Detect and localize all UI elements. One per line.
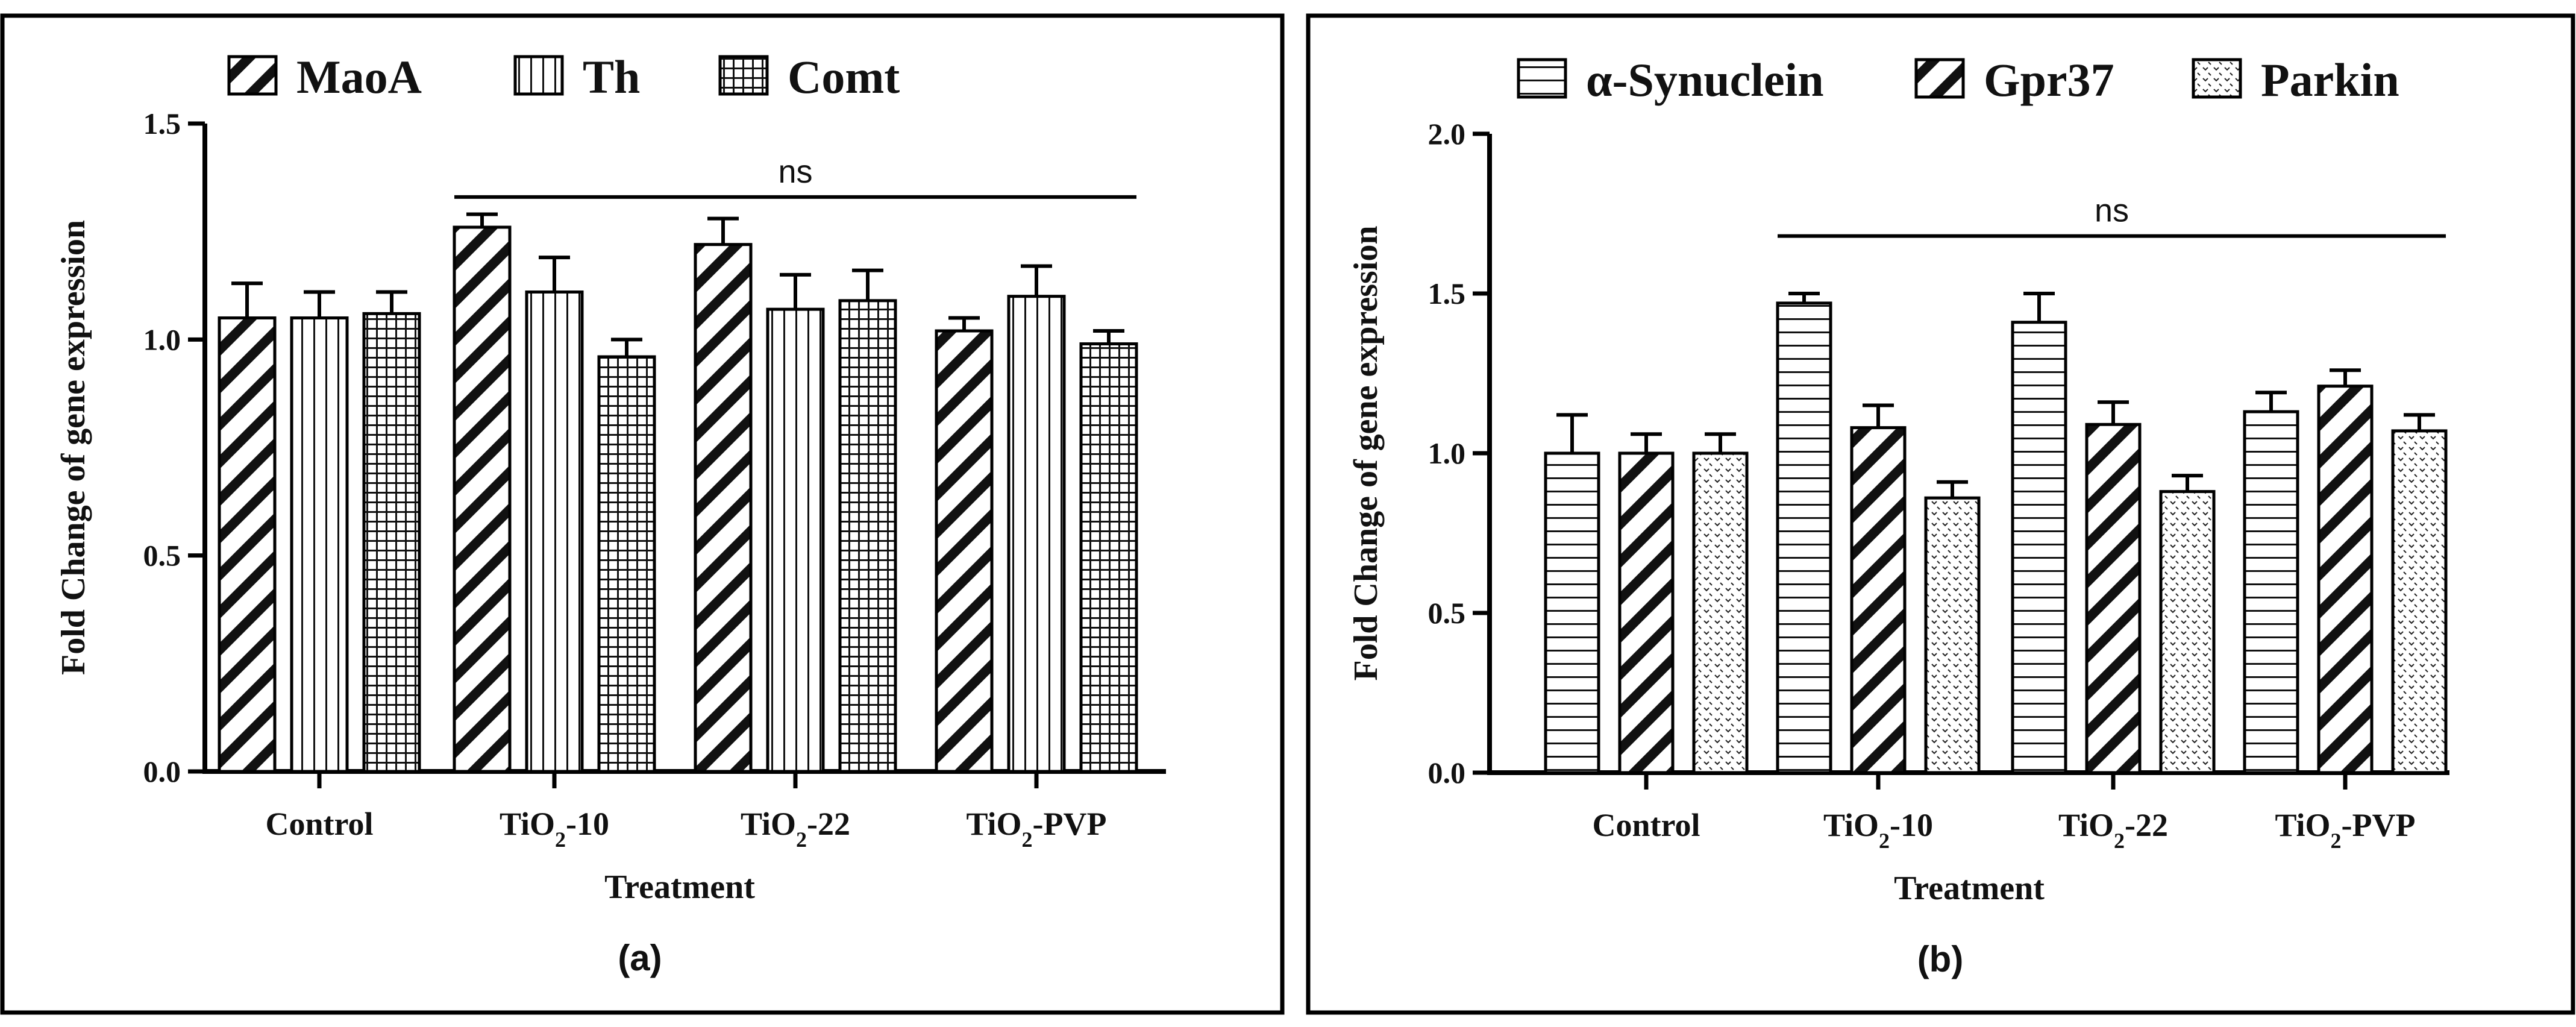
panel-b-frame <box>1306 13 2575 1015</box>
bar <box>935 329 994 773</box>
bar <box>1924 496 1981 774</box>
bar <box>766 307 825 773</box>
bar <box>2243 410 2299 774</box>
panel-label: (b) <box>1917 939 1964 979</box>
bar <box>1618 451 1675 774</box>
bar <box>597 355 656 773</box>
x-tick-label: TiO2-22 <box>741 806 850 852</box>
bar <box>362 312 421 773</box>
y-tick-label: 1.5 <box>1428 277 1466 310</box>
y-axis-title: Fold Change of gene expression <box>55 220 92 675</box>
significance-label: ns <box>2095 193 2129 229</box>
y-tick-label: 0.0 <box>1428 756 1466 790</box>
bar <box>1850 426 1907 774</box>
bar <box>525 291 584 773</box>
legend-swatch <box>718 55 769 96</box>
y-tick-label: 2.0 <box>1428 117 1466 151</box>
legend-swatch <box>1914 58 1965 99</box>
bar <box>838 299 897 773</box>
panel-b-chart: 0.0 0.5 1.0 1.5 2.0 Control TiO2-10 TiO2-22 TiO2… <box>1347 54 2449 979</box>
y-tick-label: 1.5 <box>143 107 181 140</box>
legend-swatch <box>2192 58 2242 99</box>
bar <box>1776 301 1832 774</box>
legend-label: Gpr37 <box>1984 54 2114 106</box>
x-tick-label: Control <box>265 806 373 842</box>
y-axis-title: Fold Change of gene expression <box>1347 226 1385 681</box>
y-tick-label: 0.0 <box>143 755 181 788</box>
x-tick-label: TiO2-PVP <box>966 806 1106 852</box>
x-tick-label: TiO2-PVP <box>2275 807 2415 853</box>
bar <box>1544 451 1600 774</box>
bar <box>2159 490 2216 774</box>
x-tick-label: TiO2-22 <box>2058 807 2168 853</box>
bar <box>1692 451 1749 774</box>
y-tick-label: 0.5 <box>143 539 181 573</box>
panel-a-chart: 0.0 0.5 1.0 1.5 Control TiO2-10 TiO2-22 TiO2-PV… <box>55 51 1166 978</box>
significance-label: ns <box>778 154 812 190</box>
y-tick-label: 1.0 <box>143 322 181 356</box>
legend-swatch <box>227 55 278 96</box>
legend-swatch <box>1517 58 1567 99</box>
bar <box>1079 342 1138 773</box>
legend-label: MaoA <box>296 51 422 103</box>
legend-label: Comt <box>788 51 900 103</box>
panel-label: (a) <box>618 938 662 978</box>
panel-a-frame <box>0 13 1285 1015</box>
legend-label: Th <box>583 51 640 103</box>
bar <box>694 243 753 773</box>
bar <box>2391 429 2448 774</box>
bar <box>2011 321 2067 774</box>
bar <box>2317 385 2374 774</box>
y-tick-label: 0.5 <box>1428 596 1466 630</box>
bar <box>290 316 349 773</box>
x-tick-label: TiO2-10 <box>500 806 609 852</box>
legend-label: α-Synuclein <box>1586 54 1824 106</box>
bar <box>2085 422 2142 774</box>
legend-swatch <box>513 55 564 96</box>
bar <box>1007 295 1066 773</box>
x-axis-title: Treatment <box>1894 870 2045 907</box>
legend-label: Parkin <box>2261 54 2399 106</box>
x-tick-label: TiO2-10 <box>1823 807 1933 853</box>
bar <box>453 225 512 773</box>
x-tick-label: Control <box>1592 807 1700 843</box>
y-tick-label: 1.0 <box>1428 436 1466 470</box>
bar <box>218 316 277 773</box>
x-axis-title: Treatment <box>604 868 755 906</box>
